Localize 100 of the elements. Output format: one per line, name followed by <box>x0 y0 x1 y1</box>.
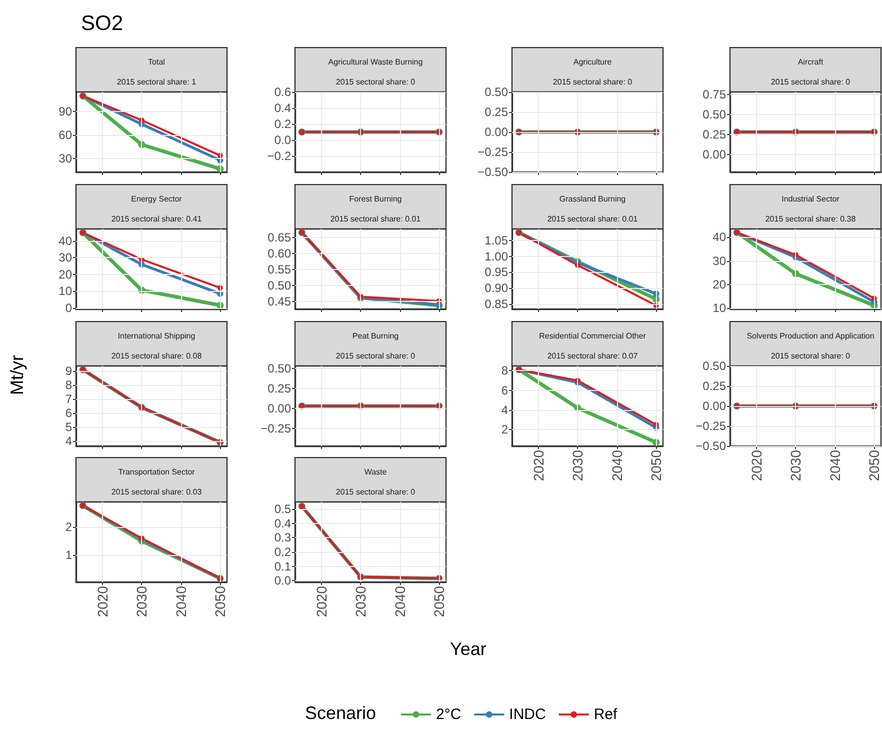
x-tick-label: 2030 <box>352 586 369 618</box>
y-tick-label: 0.00 <box>702 147 726 162</box>
y-tick-label: 8 <box>65 378 72 392</box>
x-tick-label: 2030 <box>788 450 804 482</box>
y-tick-label: 0.25 <box>702 127 726 142</box>
y-tick-label: 6 <box>501 383 508 398</box>
y-tick-label: 40 <box>58 234 72 248</box>
y-tick-label: 0.6 <box>274 85 292 99</box>
y-tick-label: 30 <box>58 152 72 166</box>
y-tick-label: 20 <box>58 267 72 282</box>
x-tick-label: 2040 <box>392 586 408 618</box>
x-tick-label: 2050 <box>866 450 882 482</box>
y-tick-label: 0.4 <box>274 516 292 530</box>
x-tick-label: 2030 <box>570 450 586 482</box>
y-tick-label: 0.50 <box>702 359 726 373</box>
y-tick-label: 0.2 <box>274 545 292 559</box>
y-tick-label: −0.25 <box>696 419 726 433</box>
y-tick-label: 0.45 <box>268 294 292 309</box>
x-tick-label: 2050 <box>648 450 664 482</box>
chart-subtitle: 2015 sectoral share: 0 <box>336 488 416 496</box>
y-tick-label: 0.3 <box>274 530 292 545</box>
y-tick-label: 0.55 <box>268 262 292 276</box>
chart-title: Energy Sector <box>131 194 182 204</box>
y-tick-label: 60 <box>58 128 72 142</box>
y-tick-label: 8 <box>501 364 508 378</box>
y-tick-label: 2 <box>501 422 508 437</box>
text: Year <box>450 639 486 659</box>
y-tick-label: 0.25 <box>702 379 726 393</box>
y-tick-label: 0.50 <box>268 361 292 376</box>
y-tick-label: 0.95 <box>484 265 508 280</box>
y-tick-label: 0.50 <box>268 278 292 293</box>
chart-subtitle: 2015 sectoral share: 0.07 <box>547 352 638 360</box>
y-tick-label: 0.60 <box>268 246 292 260</box>
chart-title: Peat Burning <box>352 332 399 340</box>
y-tick-label: 0.65 <box>268 230 292 244</box>
chart-title: Waste <box>364 468 388 476</box>
chart-subtitle: 2015 sectoral share: 0.01 <box>547 214 638 224</box>
chart-subtitle: 2015 sectoral share: 0.01 <box>330 214 422 224</box>
x-tick-label: 2040 <box>172 586 189 618</box>
chart-subtitle: 2015 sectoral share: 0 <box>552 78 633 86</box>
y-tick-label: −0.25 <box>478 145 508 159</box>
chart-subtitle: 2015 sectoral share: 0 <box>770 352 851 360</box>
chart-title: Forest Burning <box>349 194 402 204</box>
y-tick-label: 90 <box>58 104 72 119</box>
y-tick-label: −0.50 <box>696 439 726 453</box>
x-tick-label: 2020 <box>94 586 110 618</box>
chart-subtitle: 2015 sectoral share: 0.41 <box>111 214 202 224</box>
chart-title: Grassland Burning <box>559 194 626 204</box>
y-tick-label: 1.00 <box>484 249 508 264</box>
x-tick-label: 2020 <box>313 586 330 618</box>
y-tick-label: 7 <box>65 392 72 406</box>
y-tick-label: 4 <box>501 402 508 417</box>
x-tick-label: 2030 <box>134 586 150 618</box>
y-tick-label: 6 <box>65 406 72 420</box>
y-tick-label: 0.00 <box>484 125 508 139</box>
chart-subtitle: 2015 sectoral share: 0 <box>770 78 851 86</box>
y-tick-label: 0.90 <box>484 281 508 296</box>
y-tick-label: −0.50 <box>478 165 508 179</box>
chart-title: International Shipping <box>118 332 196 340</box>
y-tick-label: −0.2 <box>267 149 292 163</box>
chart-subtitle: 2015 sectoral share: 0 <box>336 78 416 86</box>
chart-title: Solvents Production and Application <box>746 332 874 340</box>
chart-title: Total <box>148 58 166 66</box>
x-tick-label: 2040 <box>608 450 625 482</box>
y-tick-label: 0.0 <box>274 574 292 588</box>
chart-subtitle: 2015 sectoral share: 1 <box>116 78 197 86</box>
y-tick-label: 0.1 <box>274 559 292 574</box>
chart-title: Industrial Sector <box>782 194 840 204</box>
y-tick-label: 0.85 <box>484 296 508 311</box>
text: SO2 <box>81 12 124 35</box>
legend-label: INDC <box>509 706 546 723</box>
chart-title: Transportation Sector <box>118 468 196 476</box>
y-tick-label: 1 <box>65 548 72 562</box>
chart-subtitle: 2015 sectoral share: 0.08 <box>111 352 202 360</box>
x-tick-label: 2050 <box>431 586 448 618</box>
x-tick-label: 2040 <box>826 450 843 482</box>
y-tick-label: 0.25 <box>268 381 292 396</box>
chart-subtitle: 2015 sectoral share: 0 <box>336 352 416 360</box>
y-tick-label: 30 <box>712 254 726 268</box>
legend-title: Scenario <box>305 703 376 723</box>
y-tick-label: 0.4 <box>274 101 292 115</box>
chart-title: Residential Commercial Other <box>539 332 646 340</box>
y-tick-label: 5 <box>65 420 72 434</box>
y-tick-label: 0.00 <box>702 399 726 413</box>
x-tick-label: 2020 <box>530 450 546 482</box>
chart-title: Aircraft <box>798 58 824 66</box>
y-tick-label: 30 <box>58 250 72 265</box>
y-tick-label: 0.5 <box>274 502 292 516</box>
chart-title: Agricultural Waste Burning <box>328 58 423 66</box>
legend-label: 2°C <box>436 706 462 723</box>
x-tick-label: 2050 <box>212 586 228 618</box>
y-tick-label: 20 <box>712 277 726 292</box>
y-tick-label: 10 <box>58 284 72 298</box>
y-tick-label: 2 <box>65 520 72 534</box>
text: Mt/yr <box>7 354 27 395</box>
chart-subtitle: 2015 sectoral share: 0.38 <box>765 214 856 224</box>
y-tick-label: 0.25 <box>484 105 508 119</box>
y-tick-label: 9 <box>65 364 72 378</box>
y-tick-label: −0.25 <box>260 421 292 436</box>
y-tick-label: 0.50 <box>484 85 508 99</box>
